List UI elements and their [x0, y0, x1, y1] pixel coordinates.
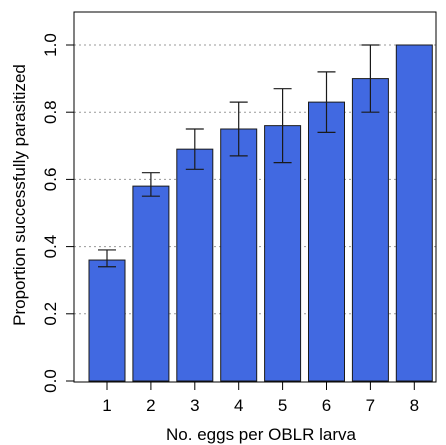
y-tick-label: 1.0	[41, 33, 60, 57]
error-bars	[98, 44, 380, 268]
x-tick-label: 5	[278, 396, 287, 415]
y-tick-label: 0.2	[41, 302, 60, 326]
bars	[88, 44, 433, 382]
x-tick-label: 3	[190, 396, 199, 415]
plot-frame	[73, 11, 437, 383]
x-tick-label: 4	[234, 396, 243, 415]
x-tick-label: 8	[410, 396, 419, 415]
x-tick-label: 2	[146, 396, 155, 415]
bar	[88, 259, 126, 382]
bar	[308, 101, 345, 382]
bar	[351, 78, 389, 382]
bar	[395, 44, 433, 382]
y-tick-label: 0.4	[41, 235, 60, 259]
y-tick-label: 0.8	[41, 100, 60, 124]
x-tick-label: 6	[322, 396, 331, 415]
x-axis-title: No. eggs per OBLR larva	[166, 425, 356, 444]
y-axis-title: Proportion successfully parasitized	[10, 64, 29, 326]
y-tick-label: 0.6	[41, 168, 60, 192]
bar	[176, 148, 214, 382]
y-axis: 0.0 0.2 0.4 0.6 0.8 1.0	[41, 33, 74, 393]
x-tick-label: 1	[102, 396, 111, 415]
bar	[220, 128, 258, 382]
bar	[132, 185, 170, 382]
x-axis: 1 2 3 4 5 6 7 8	[102, 382, 419, 415]
bar	[264, 125, 302, 382]
x-tick-label: 7	[366, 396, 375, 415]
y-tick-label: 0.0	[41, 369, 60, 393]
